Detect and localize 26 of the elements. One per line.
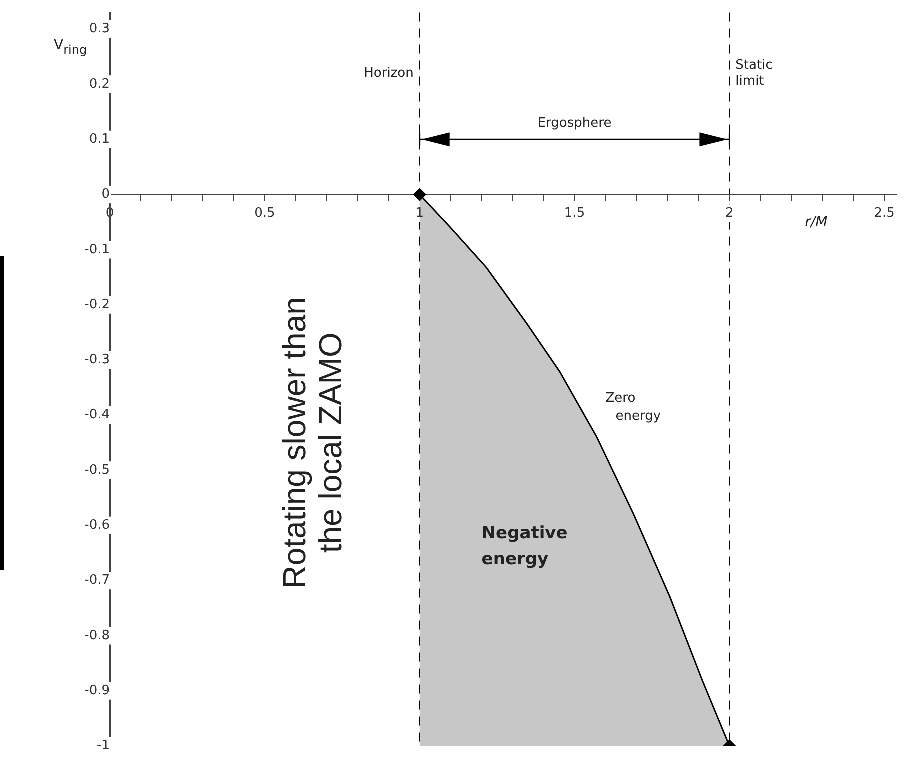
y-tick-label: -0.4 <box>84 408 110 423</box>
x-tick-label: 2 <box>726 206 734 221</box>
y-tick-label: -0.7 <box>84 573 110 588</box>
x-tick-label: 1 <box>416 206 424 221</box>
y-tick-label: -0.5 <box>84 462 110 478</box>
x-tick-label: 1.5 <box>564 206 586 221</box>
y-tick-label: -0.8 <box>84 628 110 644</box>
y-tick-label: -0.6 <box>84 518 110 534</box>
ref-line-label: Static limit <box>736 58 773 89</box>
y-tick-label: -0.3 <box>84 352 110 368</box>
x-tick-label: 0.5 <box>254 206 276 221</box>
y-tick-label: -0.1 <box>84 242 110 258</box>
annotation: Negative energy <box>482 523 568 570</box>
annotation: Rotating slower than the local ZAMO <box>276 297 348 589</box>
ref-line-label: Horizon <box>364 66 414 81</box>
x-tick-label: 2.5 <box>874 206 895 221</box>
y-tick-label: 0.3 <box>89 22 110 37</box>
y-tick-label: -1 <box>97 738 110 754</box>
x-axis-title: r/M <box>805 214 828 230</box>
y-tick-label: 0.1 <box>89 132 110 148</box>
annotation: Ergosphere <box>538 116 612 132</box>
y-tick-label: -0.2 <box>84 297 110 312</box>
annotation: Zero energy <box>606 391 662 424</box>
y-tick-label: 0.2 <box>89 76 110 92</box>
y-tick-label: 0 <box>102 187 110 202</box>
y-tick-label: -0.9 <box>84 683 110 698</box>
